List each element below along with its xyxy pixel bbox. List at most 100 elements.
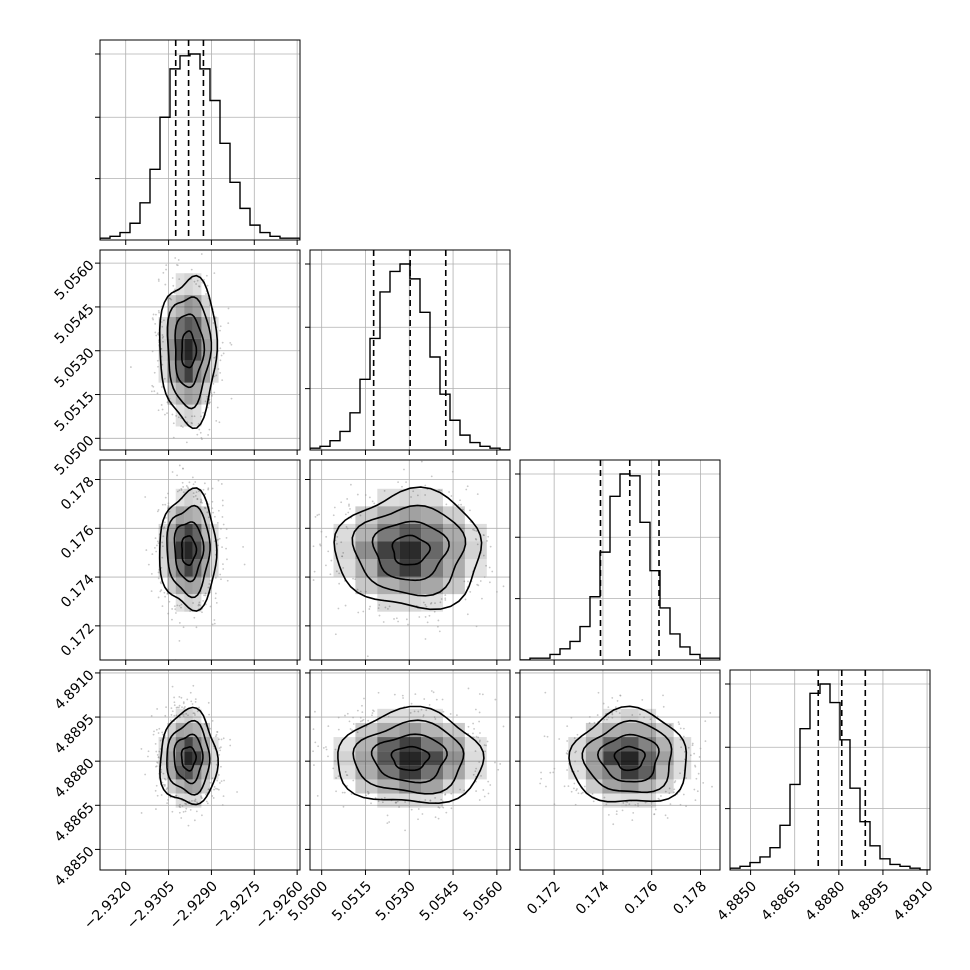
scatter-point (483, 795, 486, 798)
density-cell (192, 737, 202, 752)
scatter-point (152, 318, 155, 321)
panel-2-2 (515, 459, 721, 665)
scatter-point (466, 613, 469, 616)
density-cell (377, 751, 400, 766)
scatter-point (155, 313, 157, 316)
scatter-point (161, 503, 164, 506)
scatter-point (669, 803, 672, 806)
density-cell (158, 751, 168, 766)
scatter-point (178, 489, 181, 492)
scatter-point (412, 490, 415, 493)
density-cell (355, 722, 378, 738)
panel-frame (309, 249, 511, 451)
scatter-point (193, 415, 196, 418)
scatter-point (350, 793, 353, 795)
scatter-point (207, 516, 210, 519)
y-tick-label: 5.0530 (52, 345, 98, 391)
scatter-point (169, 719, 172, 722)
scatter-point (153, 390, 156, 393)
scatter-point (170, 714, 173, 716)
scatter-point (475, 735, 478, 738)
scatter-point (577, 770, 579, 772)
scatter-point (216, 406, 219, 409)
scatter-point (680, 746, 683, 749)
scatter-point (637, 804, 639, 807)
scatter-point (161, 337, 164, 339)
scatter-point (219, 573, 222, 576)
scatter-point (422, 601, 425, 604)
scatter-point (211, 623, 214, 626)
x-tick-label: 0.178 (670, 878, 710, 918)
density-cell (175, 317, 185, 339)
scatter-point (338, 572, 341, 575)
scatter-point (359, 720, 362, 723)
panel-content (312, 687, 522, 832)
x-tick-label: 0.176 (622, 878, 662, 918)
y-tick-label: 0.178 (58, 474, 98, 514)
x-tick-label: 4.8880 (802, 878, 848, 924)
scatter-point (332, 514, 335, 517)
scatter-point (384, 606, 387, 609)
density-cell (201, 317, 210, 339)
scatter-point (156, 359, 159, 362)
scatter-point (157, 756, 160, 759)
contour-3 (158, 274, 219, 430)
density-cell (184, 708, 193, 723)
scatter-point (156, 540, 159, 543)
density-cell (333, 765, 356, 780)
density-cell (184, 295, 193, 318)
density-cell (377, 594, 400, 612)
scatter-point (344, 714, 346, 717)
scatter-point (489, 545, 492, 548)
scatter-point (174, 257, 177, 259)
scatter-point (157, 542, 160, 545)
scatter-point (204, 592, 207, 595)
panel-content (129, 250, 233, 444)
x-tick-label: 4.8910 (891, 878, 937, 924)
scatter-point (337, 716, 340, 719)
scatter-point (140, 812, 143, 814)
scatter-point (202, 599, 205, 602)
scatter-point (469, 509, 471, 512)
scatter-point (472, 528, 475, 531)
scatter-point (200, 253, 203, 255)
scatter-point (213, 619, 216, 621)
scatter-point (205, 274, 208, 277)
scatter-point (478, 799, 481, 801)
scatter-point (185, 807, 188, 810)
density-cell (192, 360, 202, 383)
scatter-point (602, 702, 605, 705)
scatter-point (145, 549, 148, 551)
density-cell (175, 737, 185, 752)
scatter-point (496, 590, 498, 593)
density-cell (175, 559, 185, 577)
scatter-point (165, 268, 167, 271)
x-tick-label: 0.174 (573, 878, 613, 918)
scatter-point (704, 740, 707, 743)
density-cell (585, 765, 604, 780)
x-tick-label: 4.8865 (758, 878, 804, 924)
scatter-point (383, 796, 386, 799)
density-cell (184, 751, 193, 766)
scatter-point (209, 579, 212, 582)
density-cell (421, 779, 443, 794)
scatter-point (704, 720, 707, 723)
density-cell (175, 338, 185, 361)
scatter-point (520, 766, 522, 768)
density-cell (603, 793, 621, 808)
scatter-point (539, 782, 542, 785)
density-cell (673, 751, 692, 766)
scatter-point (343, 791, 346, 794)
scatter-point (166, 401, 169, 404)
scatter-point (574, 803, 577, 806)
scatter-point (204, 400, 207, 403)
scatter-point (210, 392, 213, 394)
scatter-point (486, 540, 488, 542)
scatter-point (201, 438, 203, 441)
scatter-point (378, 604, 381, 606)
density-cell (184, 722, 193, 738)
scatter-point (219, 325, 222, 328)
scatter-point (424, 484, 427, 487)
scatter-point (195, 626, 198, 629)
